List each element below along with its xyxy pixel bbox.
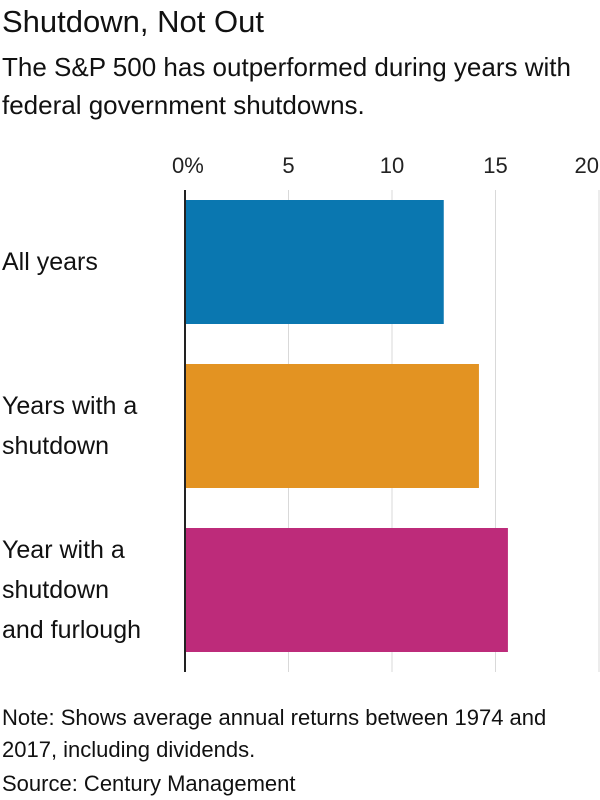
category-label: Year with a shutdown and furlough — [2, 530, 177, 650]
category-label: Years with a shutdown — [2, 386, 177, 466]
bars — [185, 200, 508, 652]
category-label-line: Years with a — [2, 392, 138, 420]
bar-chart: 0% 5 10 15 20 — [172, 153, 600, 672]
x-axis-ticks: 0% 5 10 15 20 — [172, 153, 599, 178]
chart-title: Shutdown, Not Out — [2, 4, 264, 39]
bar — [185, 200, 444, 324]
category-label-line: shutdown — [2, 432, 110, 460]
category-label-line: Year with a — [2, 536, 125, 564]
category-label-line: shutdown — [2, 576, 110, 604]
x-tick-label: 10 — [380, 153, 404, 178]
bar — [185, 364, 479, 488]
chart-subtitle: The S&P 500 has outperformed during year… — [2, 52, 571, 120]
category-label-line: All years — [2, 248, 98, 276]
x-tick-label: 15 — [483, 153, 507, 178]
category-label-line: and furlough — [2, 616, 142, 644]
bar — [185, 528, 508, 652]
chart-source: Source: Century Management — [2, 771, 296, 796]
chart-note: Note: Shows average annual returns betwe… — [2, 705, 547, 762]
category-label: All years — [2, 242, 177, 282]
x-tick-label: 5 — [282, 153, 294, 178]
x-tick-label: 20 — [575, 153, 599, 178]
x-tick-label: 0% — [172, 153, 204, 178]
